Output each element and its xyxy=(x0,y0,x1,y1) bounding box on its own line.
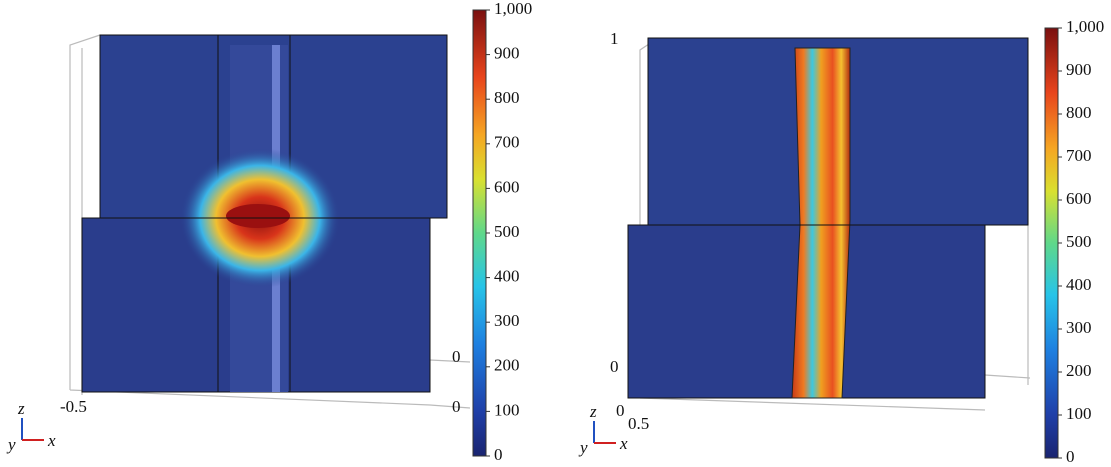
triad-label: z xyxy=(589,402,597,421)
axis-label: -0.5 xyxy=(60,397,87,416)
colorbar-label: 700 xyxy=(1066,146,1092,165)
axis-label: 0 xyxy=(452,347,461,366)
triad-label: y xyxy=(6,435,16,454)
colorbar-label: 100 xyxy=(1066,404,1092,423)
colorbar-label: 0 xyxy=(1066,447,1075,466)
triad-label: z xyxy=(17,399,25,418)
colorbar xyxy=(473,10,486,456)
axis-label: 0 xyxy=(616,401,625,420)
colorbar-label: 1,000 xyxy=(494,0,532,18)
colorbar-label: 600 xyxy=(1066,189,1092,208)
right-panel xyxy=(628,38,1030,410)
triad-label: x xyxy=(619,434,628,453)
colorbar-label: 200 xyxy=(494,356,520,375)
colorbar-label: 500 xyxy=(494,222,520,241)
left-panel xyxy=(70,35,470,408)
colorbar-label: 500 xyxy=(1066,232,1092,251)
axis-label: 0.5 xyxy=(628,414,649,433)
colorbar-label: 800 xyxy=(494,88,520,107)
colorbar-label: 1,000 xyxy=(1066,17,1104,36)
colorbar-label: 600 xyxy=(494,177,520,196)
colorbar-label: 0 xyxy=(494,445,503,464)
triad-label: y xyxy=(578,438,588,457)
colorbar-label: 300 xyxy=(494,311,520,330)
colorbar-label: 400 xyxy=(494,267,520,286)
colorbar-label: 100 xyxy=(494,400,520,419)
axis-label: 0 xyxy=(610,357,619,376)
colorbar-label: 200 xyxy=(1066,361,1092,380)
colorbar-label: 400 xyxy=(1066,275,1092,294)
colorbar-label: 800 xyxy=(1066,103,1092,122)
colorbar-label: 300 xyxy=(1066,318,1092,337)
triad-label: x xyxy=(47,431,56,450)
colorbar-label: 700 xyxy=(494,133,520,152)
colorbar xyxy=(1045,28,1058,458)
axis-label: 1 xyxy=(610,29,619,48)
axis-label: 0 xyxy=(452,397,461,416)
colorbar-label: 900 xyxy=(1066,60,1092,79)
figure: 01002003004005006007008009001,0000100200… xyxy=(0,0,1111,467)
colorbar-label: 900 xyxy=(494,44,520,63)
